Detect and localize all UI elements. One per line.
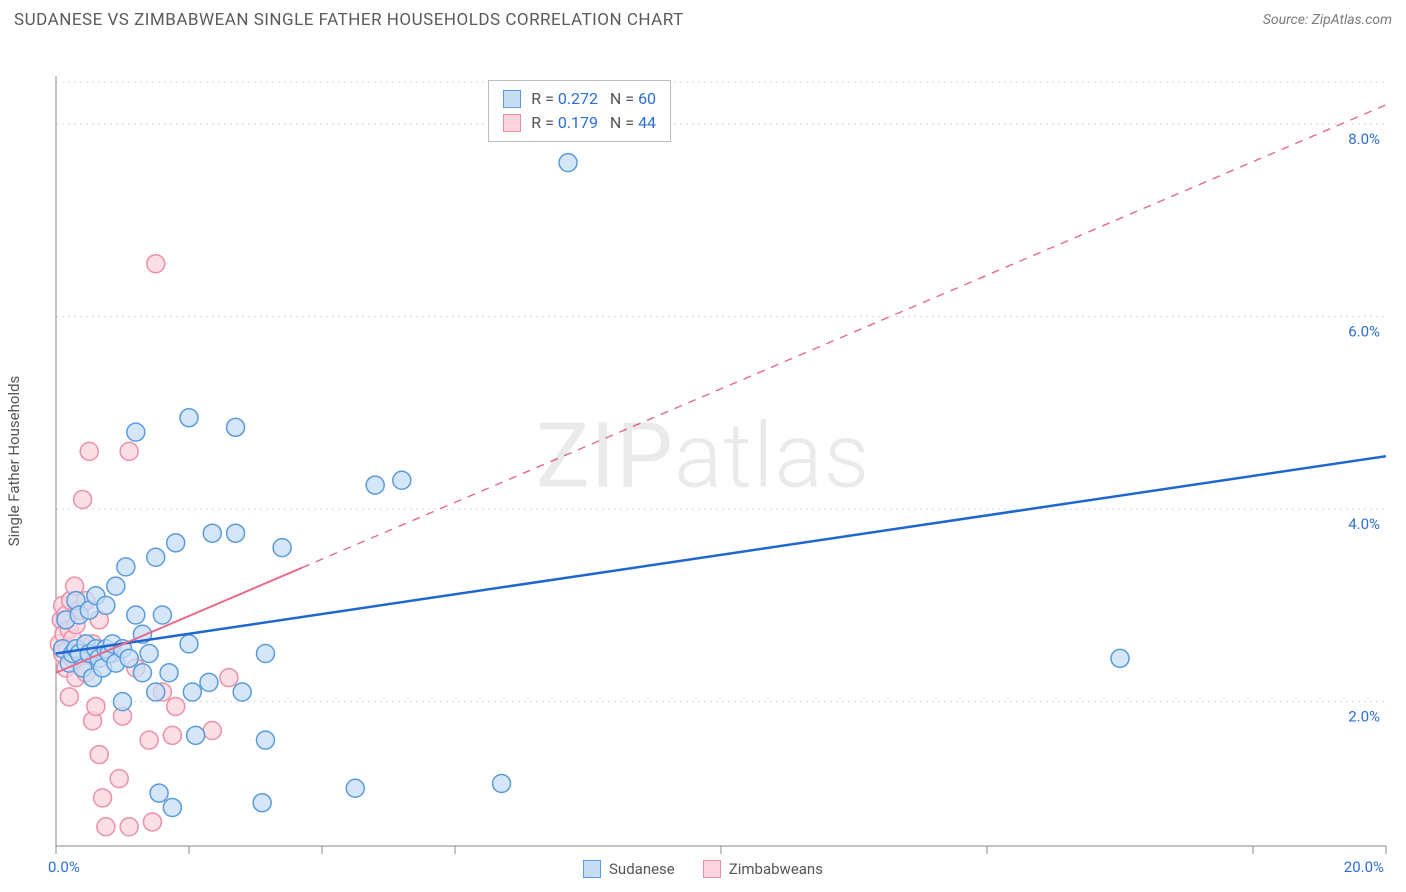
svg-text:6.0%: 6.0% [1348, 323, 1380, 341]
chart-area: Single Father Households 2.0% 4.0% 6.0% 8.0… [0, 36, 1406, 886]
scatter-plot: 2.0% 4.0% 6.0% 8.0% 0.0% 20.0% [0, 36, 1406, 886]
source-attribution: Source: ZipAtlas.com [1263, 12, 1392, 28]
legend-swatch [583, 860, 601, 878]
legend-label: Sudanese [609, 860, 675, 878]
legend: Sudanese Zimbabweans [583, 860, 823, 878]
svg-text:8.0%: 8.0% [1348, 130, 1380, 148]
legend-label: Zimbabweans [729, 860, 823, 878]
stats-swatch [503, 90, 521, 108]
y-axis-label: Single Father Households [5, 376, 23, 547]
svg-text:0.0%: 0.0% [48, 858, 80, 876]
legend-item-sudanese: Sudanese [583, 860, 675, 878]
svg-text:4.0%: 4.0% [1348, 515, 1380, 533]
legend-item-zimbabweans: Zimbabweans [703, 860, 823, 878]
legend-swatch [703, 860, 721, 878]
stats-swatch [503, 114, 521, 132]
header: SUDANESE VS ZIMBABWEAN SINGLE FATHER HOU… [0, 0, 1406, 36]
chart-title: SUDANESE VS ZIMBABWEAN SINGLE FATHER HOU… [14, 10, 684, 30]
stats-box: R = 0.272 N = 60R = 0.179 N = 44 [488, 80, 671, 142]
svg-text:20.0%: 20.0% [1344, 858, 1384, 876]
svg-text:2.0%: 2.0% [1348, 708, 1380, 726]
stats-row: R = 0.179 N = 44 [503, 111, 656, 135]
stats-row: R = 0.272 N = 60 [503, 87, 656, 111]
